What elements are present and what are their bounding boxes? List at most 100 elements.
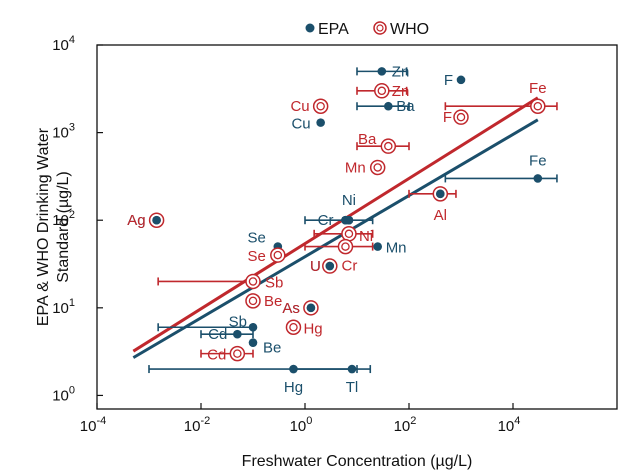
x-tick-label: 10-2 — [184, 415, 210, 435]
epa-label-cr: Cr — [318, 212, 334, 229]
who-point-inner-ba — [384, 141, 393, 151]
epa-label-be: Be — [263, 340, 281, 357]
epa-label-fe: Fe — [529, 152, 547, 169]
epa-point-top-as — [306, 303, 316, 313]
epa-label-zn: Zn — [392, 63, 410, 80]
epa-point-sb — [248, 322, 258, 332]
who-label-ag: Ag — [127, 212, 145, 229]
x-tick-label: 10-4 — [80, 415, 106, 435]
trendline-who — [132, 96, 539, 353]
epa-label-ag: Ag — [127, 212, 145, 229]
who-label-cr: Cr — [342, 258, 358, 275]
who-label-ba: Ba — [358, 131, 377, 148]
trendlines — [132, 96, 539, 359]
who-label-u: U — [310, 258, 321, 275]
who-point-inner-se — [273, 250, 283, 260]
epa-label-tl: Tl — [346, 379, 359, 396]
y-tick-label: 103 — [52, 122, 75, 142]
who-point-inner-cr — [341, 242, 350, 251]
who-point-inner-hg — [289, 323, 298, 332]
y-tick-label: 104 — [52, 34, 75, 54]
plot-frame — [96, 44, 618, 410]
y-tick-label: 100 — [52, 384, 75, 404]
epa-label-mn: Mn — [386, 240, 407, 257]
who-point-zn — [374, 83, 390, 99]
who-point-inner-zn — [377, 86, 387, 96]
legend-epa-marker — [305, 23, 315, 33]
who-label-cd: Cd — [207, 347, 226, 364]
who-point-be — [245, 293, 261, 309]
who-label-fe: Fe — [529, 80, 547, 97]
who-point-inner-be — [248, 296, 258, 306]
epa-point-hg — [289, 364, 298, 374]
who-label-ni: Ni — [359, 228, 373, 245]
who-point-inner-fe — [533, 101, 543, 111]
x-tick-label: 102 — [394, 415, 417, 435]
epa-label-ni: Ni — [342, 192, 356, 209]
who-point-inner-mn — [373, 163, 382, 172]
legend-who-marker-inner — [376, 24, 384, 32]
who-point-hg — [285, 319, 302, 336]
epa-label-cd: Cd — [208, 326, 227, 343]
epa-point-f — [456, 75, 466, 85]
epa-label-f: F — [444, 72, 453, 89]
epa-label-as: As — [282, 300, 300, 317]
who-point-sb — [245, 273, 261, 290]
x-tick-label: 104 — [498, 415, 521, 435]
who-label-hg: Hg — [303, 320, 322, 337]
who-point-se — [270, 247, 286, 263]
who-label-sb: Sb — [265, 274, 283, 291]
epa-point-top-al — [436, 189, 445, 199]
who-point-inner-f — [456, 112, 466, 122]
who-point-cd — [229, 345, 246, 362]
who-label-be: Be — [264, 293, 282, 310]
y-axis-title-line2: Standard (µg/L) — [55, 171, 72, 283]
x-axis-title: Freshwater Concentration (µg/L) — [242, 453, 473, 470]
epa-point-zn — [377, 67, 387, 76]
epa-point-ba — [384, 101, 393, 111]
epa-point-tl — [347, 364, 357, 374]
who-label-se: Se — [247, 248, 265, 265]
who-point-f — [453, 109, 469, 125]
epa-point-fe — [533, 174, 543, 183]
who-label-f: F — [443, 109, 452, 126]
who-point-inner-cu — [316, 101, 325, 111]
who-point-cu — [312, 98, 329, 114]
epa-point-be — [248, 338, 258, 347]
who-point-cr — [337, 238, 354, 255]
who-point-inner-cd — [233, 349, 242, 358]
data-points — [148, 67, 546, 374]
trendline-epa — [132, 118, 539, 359]
epa-label-ba: Ba — [396, 98, 415, 115]
y-tick-label: 101 — [52, 297, 75, 317]
legend-who-label: WHO — [390, 21, 429, 38]
who-point-inner-ni — [344, 229, 354, 239]
epa-point-top-u — [325, 261, 335, 271]
who-label-as: As — [282, 300, 300, 317]
epa-label-cu: Cu — [291, 116, 310, 133]
epa-point-top-ni — [344, 215, 354, 225]
y-axis-title-line1: EPA & WHO Drinking Water — [35, 127, 52, 326]
epa-point-mn — [373, 242, 382, 251]
who-point-inner-sb — [248, 277, 258, 286]
legend-epa-label: EPA — [318, 21, 349, 38]
legend-who-marker-outer — [373, 21, 387, 35]
who-point-mn — [369, 159, 386, 176]
who-point-ni — [341, 226, 357, 242]
epa-label-u: U — [310, 258, 321, 275]
epa-point-cd — [233, 329, 242, 339]
who-label-zn: Zn — [392, 83, 410, 100]
x-tick-label: 100 — [290, 415, 313, 435]
who-point-ba — [380, 138, 397, 154]
legend: EPA WHO — [305, 21, 429, 38]
who-point-fe — [530, 98, 546, 114]
epa-label-se: Se — [247, 230, 265, 247]
who-label-al: Al — [434, 207, 447, 224]
epa-point-cu — [316, 118, 325, 127]
epa-label-sb: Sb — [229, 313, 247, 330]
epa-point-top-ag — [152, 215, 161, 225]
epa-label-hg: Hg — [284, 379, 303, 396]
